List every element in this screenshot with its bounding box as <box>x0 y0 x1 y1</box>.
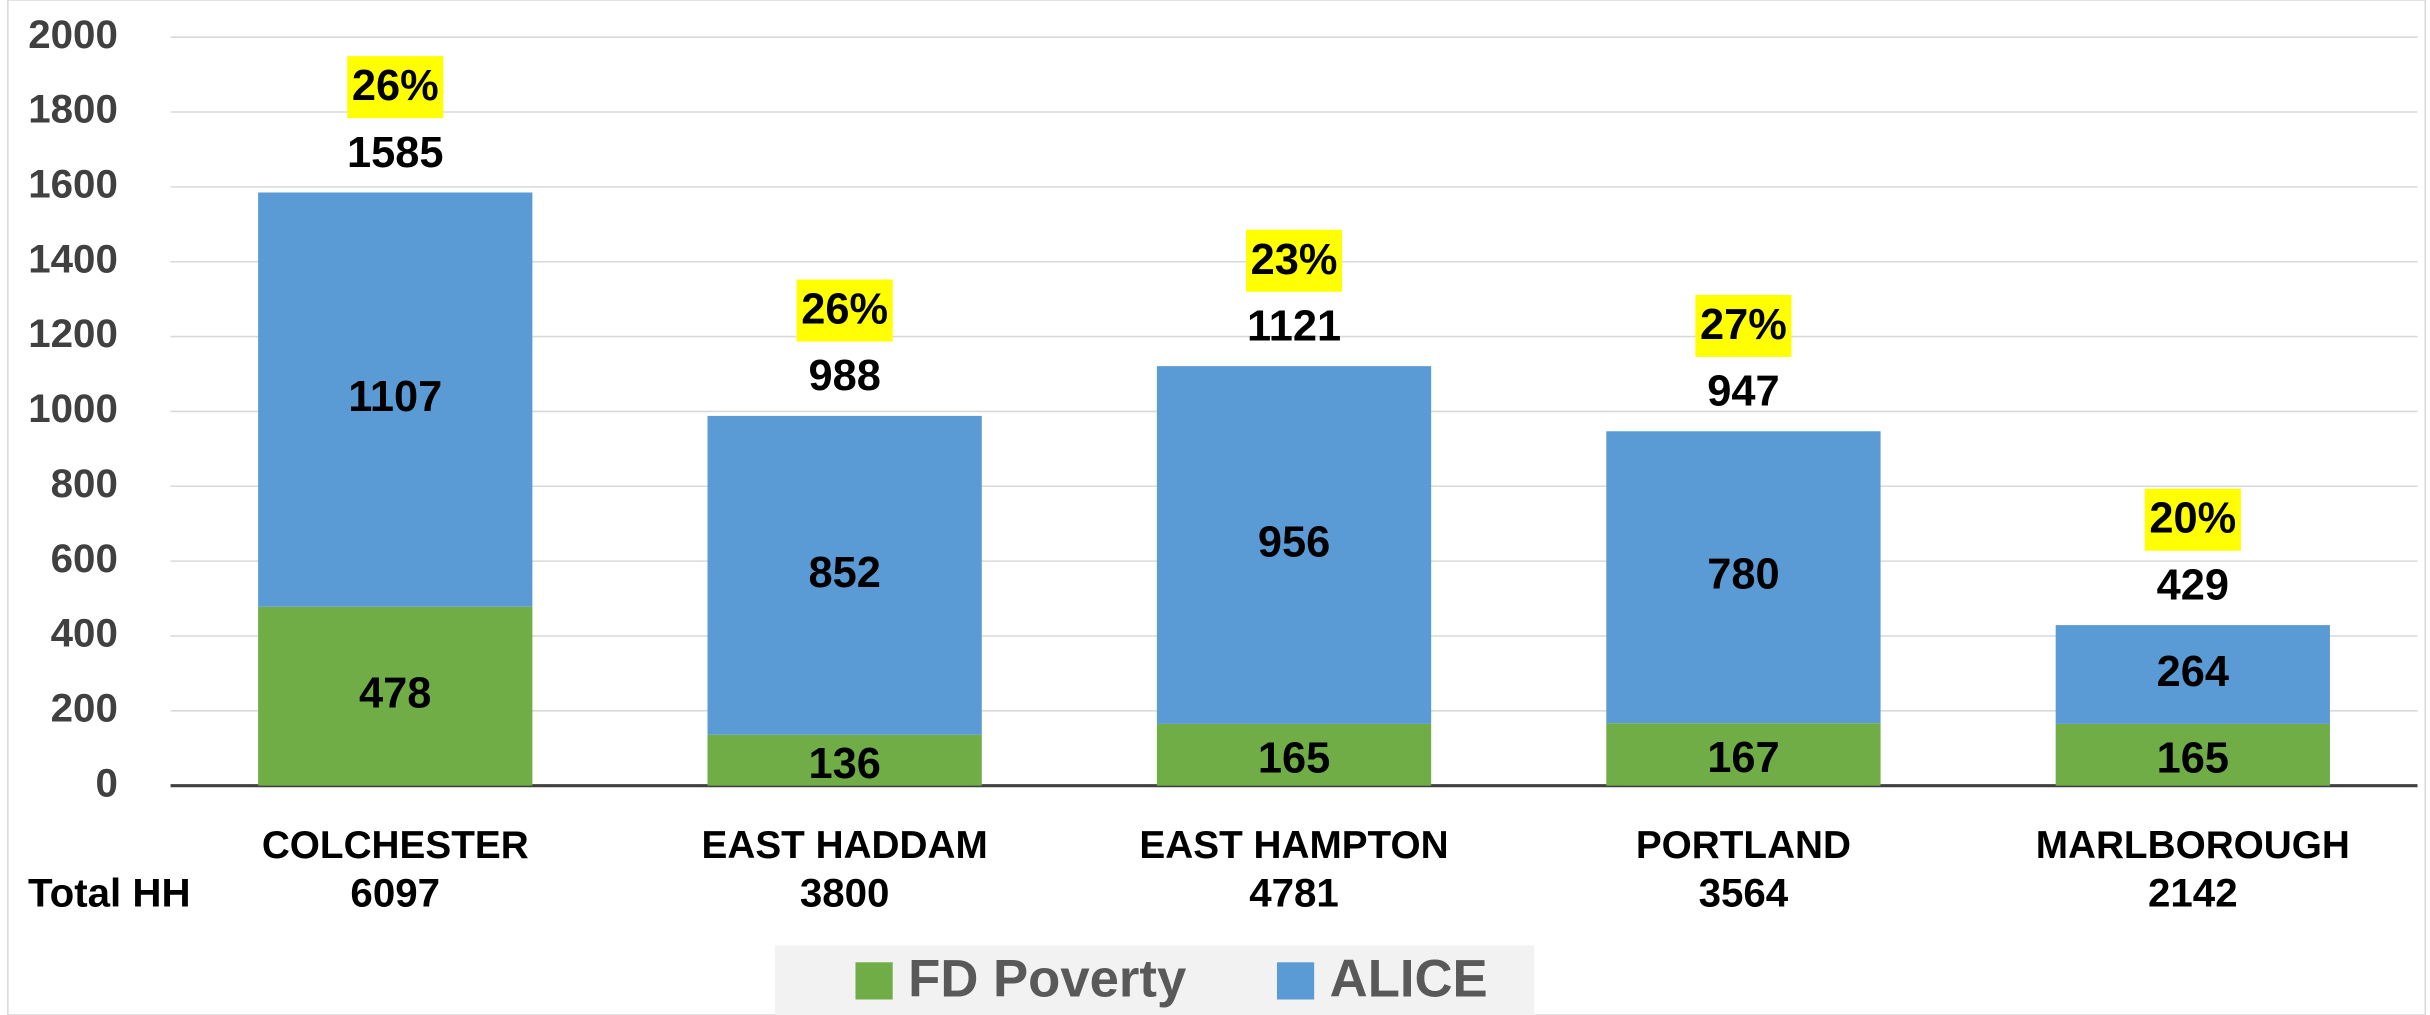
percentage-label: 23% <box>1251 236 1338 284</box>
percentage-highlight <box>1695 294 1792 357</box>
x-tick-label: COLCHESTER <box>262 824 529 867</box>
bar-segment <box>258 606 533 786</box>
total-label: 947 <box>1707 368 1779 416</box>
total-hh-value: 4781 <box>1249 870 1339 915</box>
y-tick-label: 1800 <box>28 87 118 132</box>
y-tick-label: 1200 <box>28 311 118 356</box>
legend-swatch <box>855 962 893 1000</box>
x-tick-label: EAST HAMPTON <box>1139 824 1448 867</box>
marks <box>258 192 2330 786</box>
bar-segment <box>1156 723 1432 786</box>
percentage-label: 27% <box>1700 301 1787 349</box>
percentage-highlight <box>1245 229 1343 292</box>
segment-label: 852 <box>808 549 880 597</box>
x-tick-label: MARLBOROUGH <box>2036 824 2350 867</box>
total-hh-value: 3564 <box>1699 870 1789 915</box>
x-tick-label: PORTLAND <box>1636 824 1851 867</box>
bar-segment <box>2055 723 2330 786</box>
percentage-label: 26% <box>352 62 439 110</box>
total-hh-value: 3800 <box>800 870 890 915</box>
total-hh-value: 6097 <box>350 870 440 915</box>
bar-segment <box>1606 431 1881 724</box>
total-label: 1585 <box>347 129 444 177</box>
y-tick-label: 800 <box>51 461 118 506</box>
segment-label: 165 <box>2157 734 2229 782</box>
segment-label: 165 <box>1258 734 1330 782</box>
legend-box <box>774 945 1535 1015</box>
total-hh-value: 2142 <box>2148 870 2238 915</box>
total-hh-label: Total HH <box>28 870 191 915</box>
percentage-highlight <box>2144 488 2241 551</box>
bar-segment <box>2055 625 2330 724</box>
y-tick-label: 0 <box>95 760 117 805</box>
bar-segment <box>1606 723 1881 786</box>
legend-swatch <box>1276 962 1315 1000</box>
legend-label: FD Poverty <box>908 949 1187 1008</box>
total-label: 1121 <box>1247 302 1341 350</box>
legend: FD Poverty ALICE <box>855 949 1488 1008</box>
bar-segment <box>707 734 982 786</box>
y-tick-label: 1600 <box>28 162 118 207</box>
segment-label: 136 <box>808 740 880 788</box>
segment-label: 167 <box>1707 734 1779 782</box>
total-label: 429 <box>2157 561 2229 609</box>
percentage-highlight <box>347 56 444 119</box>
bar-segment <box>707 415 982 735</box>
y-tick-label: 200 <box>51 685 118 730</box>
y-tick-label: 400 <box>51 611 118 656</box>
percentage-highlight <box>796 279 893 342</box>
legend-label: ALICE <box>1330 949 1488 1008</box>
x-tick-label: EAST HADDAM <box>702 824 988 867</box>
segment-label: 264 <box>2157 648 2229 696</box>
bar-segment <box>258 192 533 607</box>
y-tick-label: 1400 <box>28 236 118 281</box>
y-tick-label: 600 <box>51 536 118 581</box>
bar-segment <box>1156 366 1432 724</box>
percentage-label: 20% <box>2149 495 2236 543</box>
segment-label: 780 <box>1707 551 1779 599</box>
y-tick-label: 1000 <box>28 386 118 431</box>
segment-label: 1107 <box>348 373 442 421</box>
segment-label: 478 <box>359 670 431 718</box>
y-tick-label: 2000 <box>28 12 118 57</box>
segment-label: 956 <box>1258 518 1330 566</box>
percentage-label: 26% <box>801 286 888 334</box>
total-label: 988 <box>808 352 880 400</box>
